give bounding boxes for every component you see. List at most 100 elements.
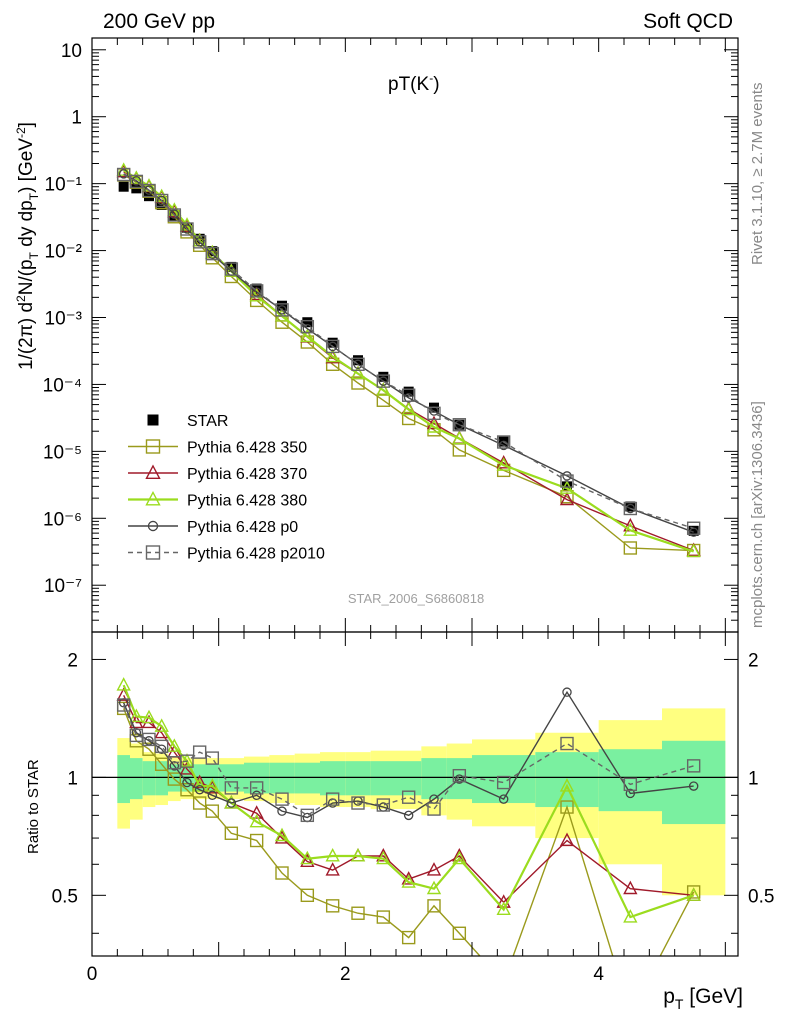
mcplots-side-label: mcplots.cern.ch [arXiv:1306.3436]: [749, 401, 766, 628]
data-point: [300, 319, 315, 334]
ratio-point: [207, 790, 218, 801]
ratio-point: [180, 783, 194, 797]
ratio-point: [249, 805, 264, 819]
ratio-y-tick-label-right: 2: [748, 650, 759, 671]
rivet-side-label: Rivet 3.1.10, ≥ 2.7M events: [749, 83, 766, 266]
data-point: [116, 167, 131, 182]
legend-marker: [147, 414, 159, 426]
y-axis-label-ratio: Ratio to STAR: [25, 759, 42, 854]
stat-uncertainty-band: [294, 762, 320, 794]
ratio-point: [300, 853, 315, 868]
data-point: [427, 406, 441, 421]
ratio-point: [560, 800, 574, 814]
data-point: [454, 419, 465, 430]
header-left-label: 200 GeV pp: [103, 10, 215, 33]
x-axis-label: pT [GeV]: [663, 985, 743, 1012]
data-point: [154, 193, 169, 208]
legend-label: Pythia 6.428 380: [187, 493, 307, 510]
data-point: [192, 235, 207, 249]
ratio-point: [624, 1007, 636, 1019]
ratio-point: [686, 887, 701, 901]
main-frame: [91, 37, 739, 633]
ratio-point: [559, 832, 575, 847]
main-y-ticks: 10⁻⁷ 10⁻⁶ 10⁻⁵ 10⁻⁴ 10⁻³ 10⁻² 10⁻¹ 1 10: [43, 41, 738, 633]
watermark-label: STAR_2006_S6860818: [348, 591, 484, 606]
ratio-point: [325, 792, 340, 806]
ratio-point: [496, 775, 511, 790]
ratio-point: [454, 774, 465, 784]
ratio-line: [122, 684, 695, 919]
ratio-point: [350, 848, 366, 862]
data-point: [167, 208, 182, 222]
data-point: [426, 419, 442, 433]
legend-marker: [147, 520, 159, 532]
ratio-point: [141, 709, 157, 724]
data-point: [401, 411, 416, 426]
data-point: [327, 341, 338, 352]
data-point: [351, 357, 365, 371]
data-point: [350, 365, 366, 380]
ratio-series-pythia-6-428-p2010: [116, 698, 701, 823]
data-point: [376, 382, 391, 396]
ratio-point: [205, 804, 220, 818]
data-point: [426, 415, 442, 430]
stat-uncertainty-band: [155, 761, 168, 796]
ratio-point: [376, 850, 391, 865]
series-line: [123, 173, 694, 529]
ratio-point: [496, 901, 511, 916]
ratio-point: [351, 906, 365, 920]
main-plot: 10⁻⁷ 10⁻⁶ 10⁻⁵ 10⁻⁴ 10⁻³ 10⁻² 10⁻¹ 1 10: [43, 37, 739, 633]
ratio-point: [452, 848, 467, 862]
ratio-point: [427, 802, 441, 816]
data-point: [144, 185, 154, 195]
ratio-point: [116, 698, 131, 712]
data-point: [169, 209, 180, 219]
ratio-point: [325, 899, 340, 913]
data-point: [118, 169, 129, 179]
legend-entry: Pythia 6.428 p2010: [128, 545, 325, 563]
ratio-point: [192, 796, 207, 810]
legend-label: Pythia 6.428 p0: [187, 519, 298, 536]
y-axis-label-main: 1/(2π) d2N/(pT dy dpT) [GeV-2]: [14, 122, 41, 370]
data-point: [562, 471, 572, 481]
data-point: [625, 501, 636, 512]
data-point: [249, 284, 264, 298]
data-point: [376, 374, 391, 388]
ratio-y-tick-label-right: 0.5: [748, 886, 774, 907]
legend-marker: [145, 439, 161, 454]
stat-uncertainty-band: [396, 761, 422, 796]
data-point: [686, 521, 701, 535]
ratio-point: [623, 880, 638, 895]
y-tick-label: 10⁻⁶: [43, 509, 82, 530]
ratio-point: [224, 826, 239, 840]
y-tick-label: 10⁻⁴: [43, 375, 82, 396]
ratio-point: [300, 888, 315, 903]
ratio-plot: 0 2 4 0.5 0.5 1 1 2 2: [52, 38, 774, 1019]
stat-uncertainty-band: [345, 761, 371, 796]
ratio-point: [142, 732, 156, 747]
legend-label: Pythia 6.428 p2010: [187, 546, 325, 563]
data-point: [351, 376, 365, 390]
ratio-point: [192, 778, 207, 792]
ratio-point: [401, 930, 416, 945]
stat-uncertainty-band: [142, 761, 156, 796]
y-tick-label: 10⁻⁵: [43, 442, 82, 463]
legend-marker: [145, 464, 161, 479]
data-point: [560, 474, 574, 488]
ratio-point: [562, 687, 572, 697]
ratio-point: [116, 677, 131, 691]
data-point: [156, 195, 167, 206]
ratio-point: [376, 848, 391, 862]
data-point: [205, 246, 220, 261]
ratio-line: [123, 704, 694, 817]
ratio-point: [300, 850, 315, 865]
ratio-point: [224, 781, 239, 795]
y-tick-label: 10: [61, 41, 82, 62]
data-point: [403, 386, 414, 397]
ratio-point: [277, 806, 287, 816]
ratio-point: [275, 866, 289, 880]
ratio-point: [251, 790, 262, 801]
legend-entry: Pythia 6.428 350: [128, 439, 307, 457]
legend-label: Pythia 6.428 350: [187, 440, 307, 457]
